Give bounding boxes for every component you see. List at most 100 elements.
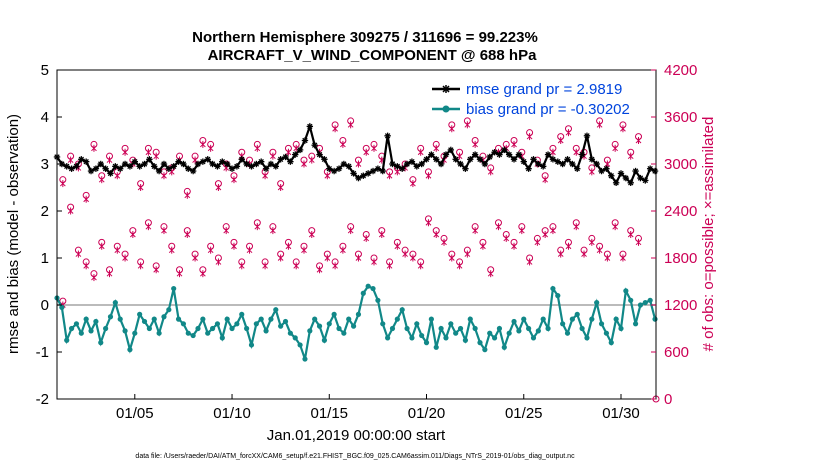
- obs-assimilated-point: [355, 160, 362, 168]
- rmse-data-point: [588, 156, 596, 163]
- bias-data-point: [112, 300, 118, 306]
- bias-data-point: [419, 332, 425, 339]
- obs-assimilated-point: [67, 156, 74, 164]
- bias-data-point: [141, 318, 148, 325]
- bias-data-point: [307, 328, 313, 334]
- bias-data-point: [448, 321, 454, 327]
- bias-data-point: [64, 337, 70, 343]
- rmse-data-point: [258, 158, 265, 165]
- obs-assimilated-point: [542, 176, 548, 184]
- bias-data-point: [574, 311, 580, 317]
- rmse-data-point: [107, 170, 114, 177]
- obs-assimilated-point: [137, 184, 144, 191]
- obs-assimilated-point: [254, 223, 261, 231]
- bias-data-point: [316, 323, 323, 329]
- bias-data-point: [209, 325, 216, 332]
- bias-data-point: [122, 328, 128, 334]
- rmse-data-point: [394, 163, 401, 170]
- bias-data-point: [175, 316, 182, 322]
- bias-data-point: [647, 297, 653, 303]
- bias-data-point: [219, 335, 225, 341]
- obs-assimilated-point: [145, 148, 152, 156]
- bias-data-point: [414, 321, 420, 327]
- rmse-data-point: [564, 156, 571, 163]
- rmse-data-point: [418, 160, 425, 168]
- y-tick-label: 3: [41, 156, 49, 173]
- obs-assimilated-point: [106, 156, 113, 164]
- bias-data-point: [477, 340, 483, 346]
- rmse-data-point: [593, 160, 600, 168]
- bias-data-point: [180, 321, 187, 327]
- rmse-data-point: [525, 165, 532, 172]
- bias-data-point: [59, 304, 65, 310]
- bias-data-point: [409, 335, 415, 341]
- rmse-data-point: [219, 158, 226, 165]
- obs-assimilated-point: [612, 223, 619, 231]
- rmse-data-point: [306, 123, 314, 130]
- bias-data-point: [326, 321, 332, 327]
- bias-data-point: [166, 307, 172, 313]
- rmse-data-point: [223, 160, 231, 168]
- obs-assimilated-point: [433, 231, 440, 238]
- rmse-data-point: [403, 160, 411, 168]
- rmse-data-point: [437, 160, 445, 168]
- y2-tick-label: 4200: [664, 62, 697, 79]
- rmse-data-point: [637, 174, 644, 182]
- rmse-data-point: [350, 170, 357, 177]
- obs-assimilated-point: [371, 258, 377, 266]
- legend: rmse grand pr = 2.9819 bias grand pr = -…: [432, 81, 630, 118]
- rmse-data-point: [78, 156, 85, 163]
- rmse-data-point: [311, 142, 318, 149]
- obs-assimilated-point: [200, 270, 206, 278]
- bias-data-point: [482, 347, 488, 353]
- rmse-data-point: [360, 172, 367, 179]
- obs-assimilated-point: [627, 152, 634, 160]
- obs-assimilated-point: [581, 250, 587, 258]
- bias-data-point: [375, 297, 381, 303]
- legend-bias-label: bias grand pr = -0.30202: [466, 101, 630, 118]
- bias-data-point: [428, 316, 434, 322]
- bias-data-point: [579, 325, 585, 332]
- chart-title: Northern Hemisphere 309275 / 311696 = 99…: [192, 29, 538, 46]
- bias-data-point: [263, 328, 269, 334]
- rmse-data-point: [462, 165, 469, 172]
- rmse-data-point: [491, 149, 498, 156]
- obs-assimilated-point: [114, 172, 121, 180]
- bias-data-point: [341, 330, 347, 336]
- rmse-data-point: [233, 163, 241, 170]
- obs-assimilated-point: [487, 270, 494, 278]
- y2-axis-label: # of obs: o=possible; ×=assimilated: [700, 117, 717, 352]
- bias-data-point: [98, 340, 104, 346]
- obs-assimilated-point: [550, 148, 556, 156]
- y2-tick-label: 3000: [664, 156, 697, 173]
- bias-data-point: [292, 335, 298, 341]
- bias-data-point: [370, 285, 376, 292]
- obs-assimilated-point: [215, 184, 222, 191]
- obs-assimilated-point: [425, 219, 432, 227]
- obs-assimilated-point: [371, 144, 377, 152]
- bias-data-point: [360, 290, 366, 296]
- rmse-data-point: [510, 156, 518, 163]
- obs-assimilated-point: [308, 231, 315, 238]
- obs-assimilated-point: [176, 270, 183, 278]
- bias-data-point: [234, 321, 240, 327]
- y2-tick-label: 600: [664, 344, 689, 361]
- obs-assimilated-point: [59, 180, 66, 188]
- bias-data-point: [506, 330, 512, 336]
- bias-data-point: [107, 314, 114, 320]
- y-tick-label: 4: [41, 109, 49, 126]
- bias-data-point: [83, 316, 89, 322]
- rmse-data-point: [627, 179, 634, 186]
- rmse-data-point: [574, 165, 581, 172]
- rmse-data-point: [292, 151, 299, 158]
- obs-assimilated-point: [324, 254, 331, 262]
- obs-assimilated-point: [285, 148, 292, 156]
- bias-data-point: [355, 311, 362, 317]
- series-line: [56, 122, 656, 185]
- obs-assimilated-point: [588, 238, 595, 246]
- rmse-data-point: [267, 160, 275, 168]
- obs-assimilated-point: [635, 238, 642, 246]
- plot-frame: [56, 69, 657, 400]
- obs-assimilated-point: [518, 227, 525, 235]
- bias-data-point: [93, 318, 99, 325]
